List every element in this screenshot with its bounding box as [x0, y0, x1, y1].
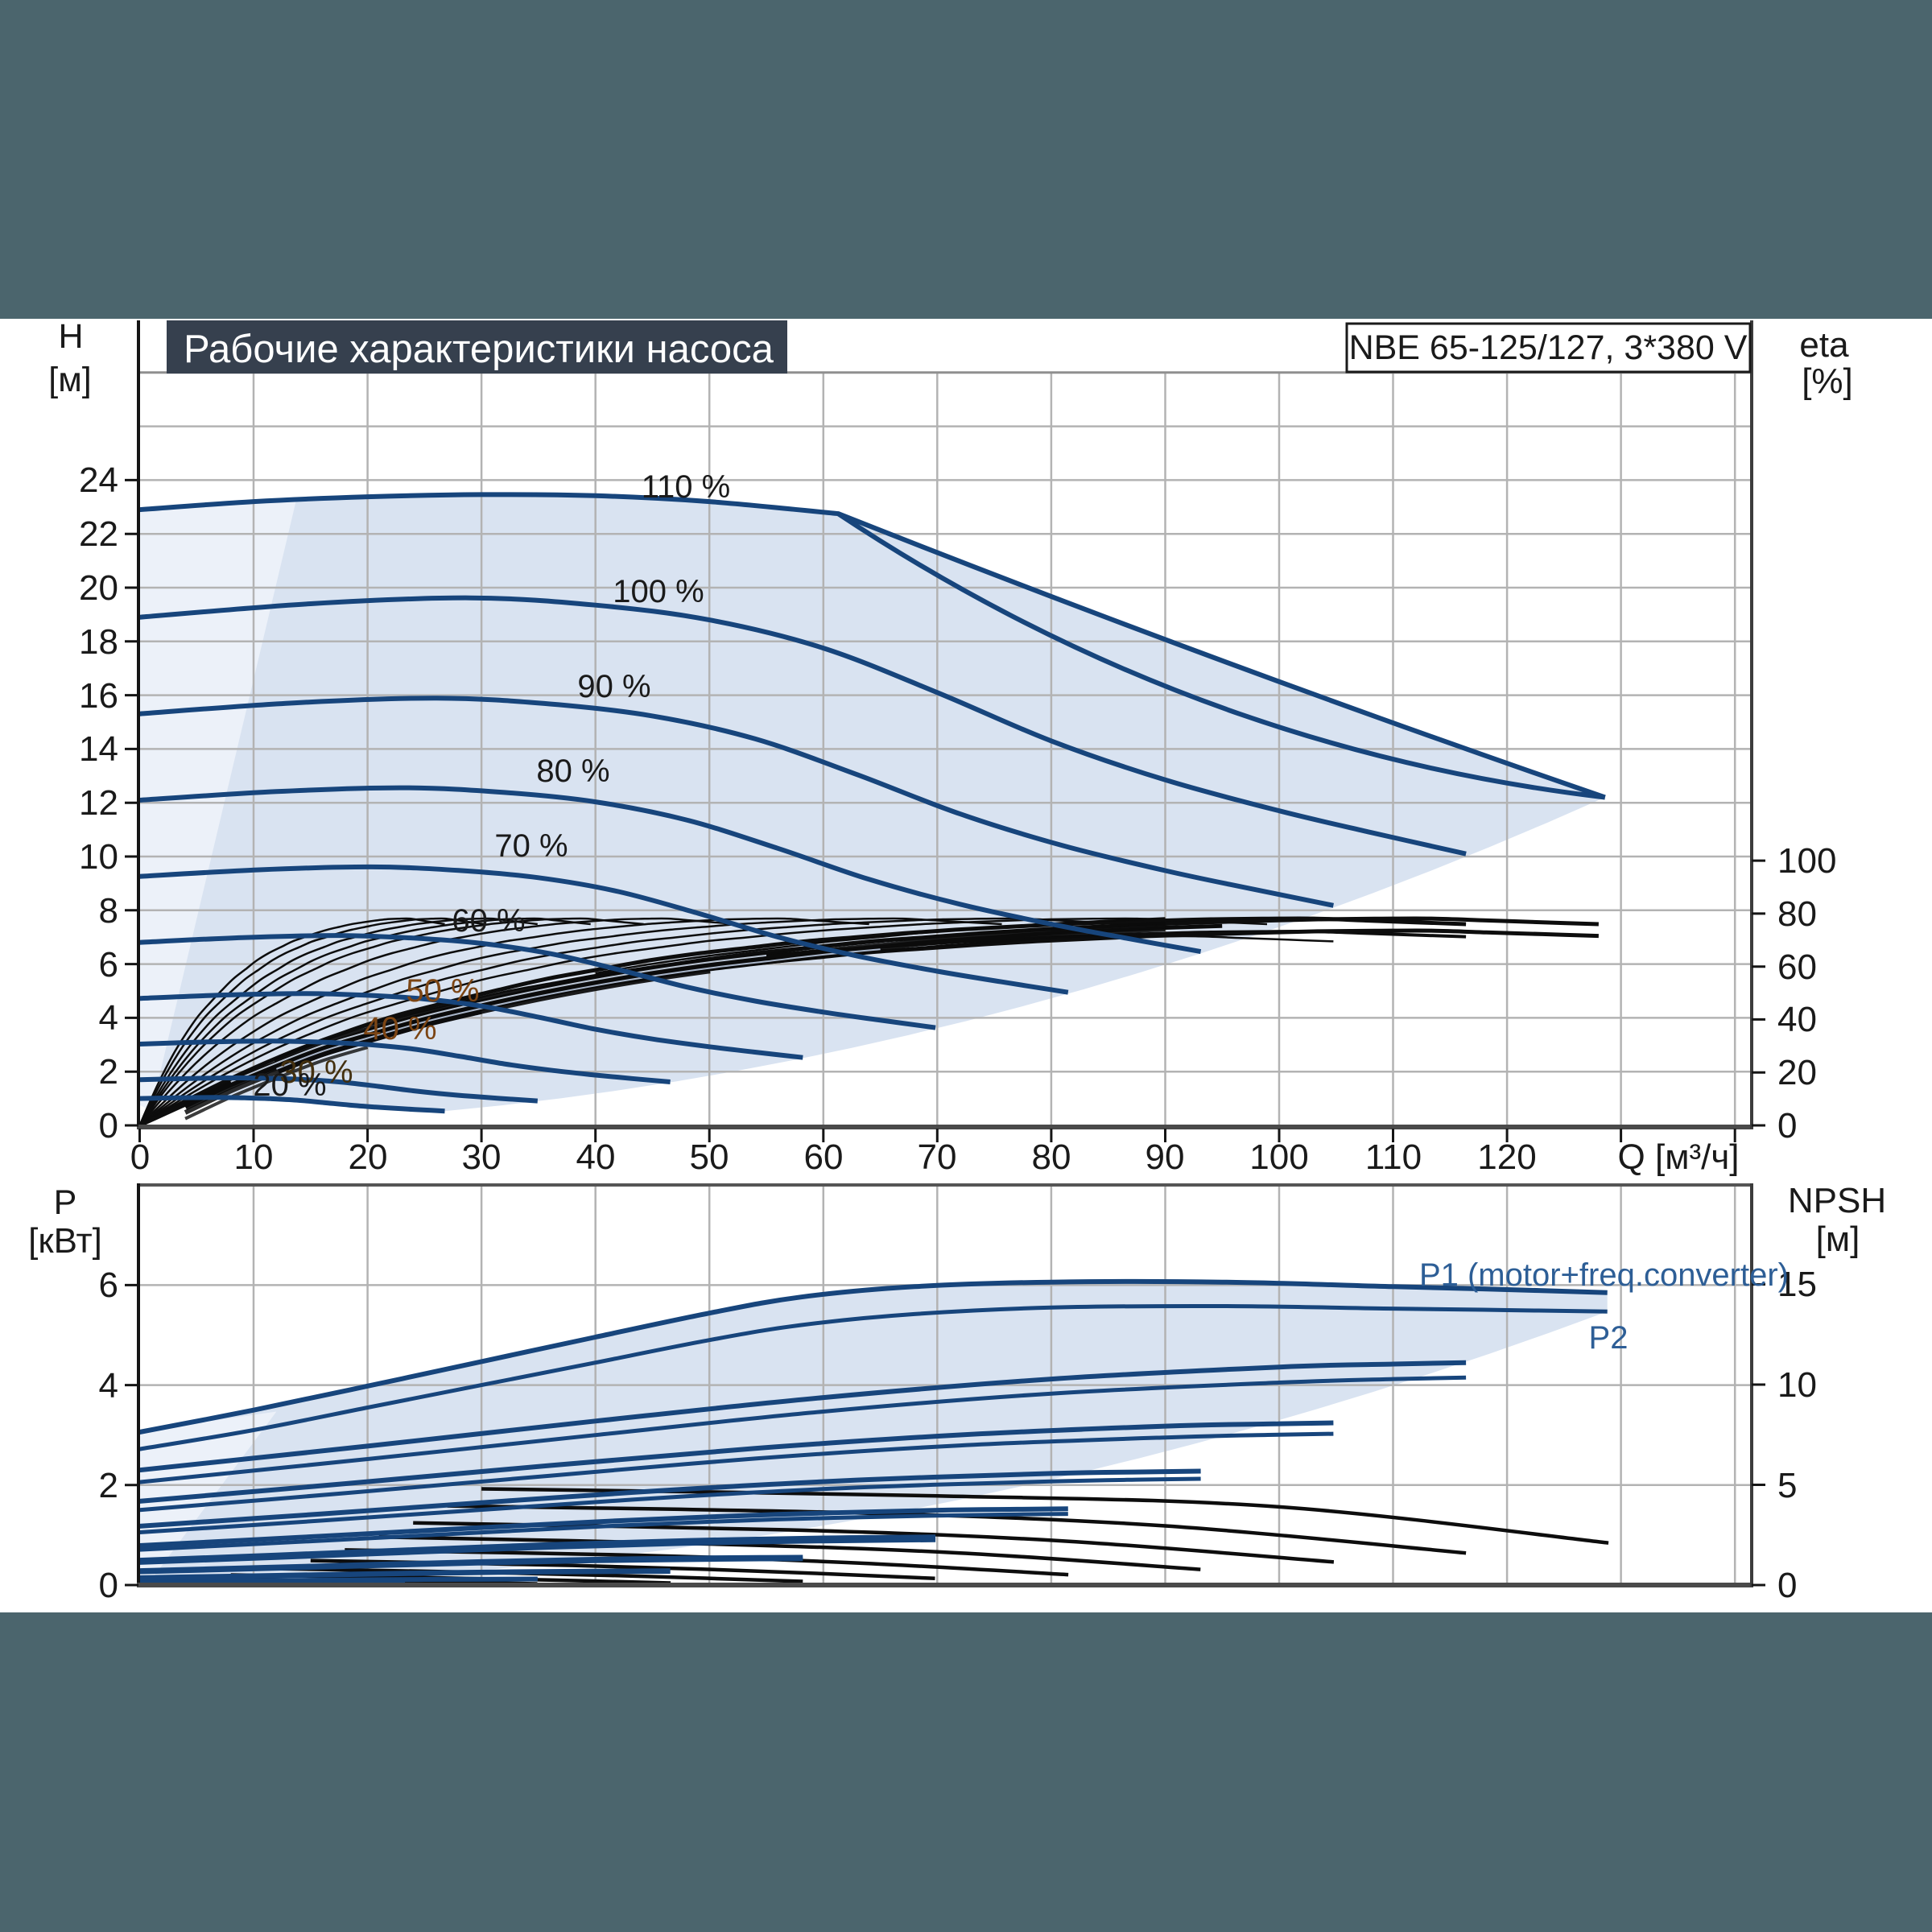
svg-text:2: 2 — [99, 1052, 118, 1092]
svg-text:50: 50 — [690, 1137, 729, 1177]
svg-text:120: 120 — [1477, 1137, 1536, 1177]
svg-text:0: 0 — [1777, 1106, 1797, 1146]
svg-text:[кВт]: [кВт] — [28, 1221, 102, 1261]
svg-text:70 %: 70 % — [494, 828, 568, 864]
svg-text:P2: P2 — [1589, 1320, 1629, 1356]
svg-text:110 %: 110 % — [642, 469, 730, 505]
svg-text:5: 5 — [1777, 1466, 1797, 1505]
svg-text:10: 10 — [1777, 1365, 1817, 1405]
svg-text:15: 15 — [1777, 1265, 1817, 1304]
svg-text:22: 22 — [79, 514, 118, 554]
svg-text:P1 (motor+freq.converter): P1 (motor+freq.converter) — [1419, 1257, 1789, 1293]
svg-text:20: 20 — [1777, 1053, 1817, 1092]
svg-text:[%]: [%] — [1802, 361, 1853, 401]
svg-text:NPSH: NPSH — [1788, 1181, 1886, 1220]
svg-text:20: 20 — [79, 568, 118, 608]
svg-text:20 %: 20 % — [253, 1067, 326, 1103]
svg-text:110: 110 — [1365, 1137, 1422, 1177]
svg-text:90: 90 — [1146, 1137, 1185, 1177]
svg-text:Рабочие характеристики насоса: Рабочие характеристики насоса — [184, 328, 774, 371]
svg-text:40: 40 — [1777, 1000, 1817, 1039]
svg-text:100: 100 — [1249, 1137, 1308, 1177]
svg-text:10: 10 — [79, 837, 118, 877]
svg-text:0: 0 — [130, 1137, 150, 1177]
svg-text:40: 40 — [576, 1137, 616, 1177]
svg-text:80: 80 — [1777, 894, 1817, 934]
svg-text:60 %: 60 % — [452, 903, 525, 939]
svg-text:eta: eta — [1799, 325, 1849, 365]
svg-text:10: 10 — [234, 1137, 274, 1177]
svg-text:[м]: [м] — [1816, 1220, 1860, 1259]
svg-text:H: H — [58, 317, 83, 356]
svg-text:4: 4 — [99, 1366, 118, 1406]
svg-text:2: 2 — [99, 1466, 118, 1505]
svg-text:40 %: 40 % — [363, 1011, 436, 1046]
svg-text:4: 4 — [99, 998, 118, 1038]
svg-text:30 %: 30 % — [279, 1055, 353, 1090]
svg-text:50 %: 50 % — [406, 973, 479, 1009]
svg-text:P: P — [54, 1183, 77, 1222]
svg-text:80 %: 80 % — [536, 753, 609, 789]
svg-text:16: 16 — [79, 676, 118, 716]
svg-text:0: 0 — [1777, 1566, 1797, 1605]
svg-text:[м]: [м] — [48, 361, 91, 399]
svg-text:90 %: 90 % — [577, 669, 650, 704]
svg-text:0: 0 — [99, 1566, 118, 1605]
svg-text:Q [м³/ч]: Q [м³/ч] — [1618, 1137, 1740, 1177]
svg-text:12: 12 — [79, 783, 118, 823]
svg-text:8: 8 — [99, 891, 118, 931]
svg-text:70: 70 — [918, 1137, 957, 1177]
svg-text:NBE 65-125/127, 3*380 V: NBE 65-125/127, 3*380 V — [1349, 328, 1748, 367]
svg-text:100: 100 — [1777, 841, 1836, 881]
svg-text:100 %: 100 % — [613, 574, 704, 609]
svg-text:0: 0 — [99, 1106, 118, 1146]
svg-text:60: 60 — [1777, 947, 1817, 987]
svg-text:80: 80 — [1032, 1137, 1071, 1177]
svg-text:30: 30 — [462, 1137, 502, 1177]
svg-text:24: 24 — [79, 460, 118, 500]
svg-text:18: 18 — [79, 622, 118, 662]
svg-text:14: 14 — [79, 729, 118, 769]
svg-text:20: 20 — [349, 1137, 388, 1177]
svg-text:6: 6 — [99, 1265, 118, 1305]
svg-text:6: 6 — [99, 945, 118, 985]
svg-text:60: 60 — [804, 1137, 844, 1177]
